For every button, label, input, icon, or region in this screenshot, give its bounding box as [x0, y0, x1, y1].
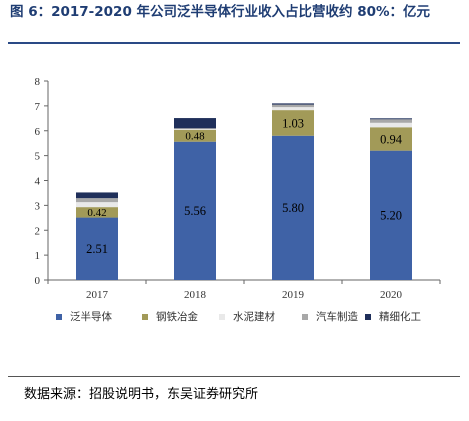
bar-segment [272, 107, 314, 111]
bar-segment [174, 118, 216, 129]
data-label: 0.42 [87, 207, 106, 219]
stacked-bar-chart: 0 1 2 3 4 5 6 7 8 2.51 0.42 2017 5.56 0.48 2018 5.80 1.0… [35, 76, 441, 323]
bar-segment [76, 192, 118, 199]
bar-segment [174, 129, 216, 142]
legend-label: 泛半导体 [70, 310, 112, 323]
bar-segment [370, 150, 412, 280]
data-label: 5.80 [282, 201, 304, 215]
legend-swatch [56, 314, 62, 320]
y-tick-label: 5 [35, 151, 41, 163]
x-tick-label: 2020 [380, 289, 403, 301]
legend-label: 汽车制造 [316, 310, 358, 323]
x-tick-label: 2017 [86, 289, 109, 301]
bar-segment [174, 129, 216, 130]
legend-swatch [365, 314, 371, 320]
y-tick-label: 3 [35, 200, 41, 212]
bar-segment [76, 202, 118, 208]
bar-segment [370, 118, 412, 120]
bar-segment [370, 122, 412, 128]
bar-segment [174, 128, 216, 130]
bar-segment [370, 127, 412, 151]
data-label: 0.48 [185, 131, 205, 143]
bar-segment [272, 104, 314, 108]
legend-swatch [219, 314, 225, 320]
y-tick-label: 6 [35, 126, 41, 138]
data-label: 1.03 [282, 116, 304, 130]
x-tick-label: 2019 [282, 289, 305, 301]
legend-swatch [142, 314, 148, 320]
bar-segment [272, 135, 314, 280]
bar-segment [76, 207, 118, 218]
data-label: 5.56 [184, 204, 206, 218]
bar-segment [272, 103, 314, 105]
y-tick-label: 0 [35, 275, 41, 287]
legend-label: 钢铁冶金 [156, 310, 198, 323]
bar-segment [370, 119, 412, 123]
data-label: 2.51 [86, 242, 108, 256]
chart-title: 图 6：2017-2020 年公司泛半导体行业收入占比营收约 80%：亿元 [10, 4, 431, 20]
x-tick-label: 2018 [184, 289, 207, 301]
y-tick-label: 4 [35, 176, 41, 188]
legend-swatch [302, 314, 308, 320]
title-rule [8, 42, 460, 44]
y-tick-label: 8 [35, 76, 41, 88]
data-label: 0.94 [380, 132, 403, 146]
bar-segment [76, 198, 118, 203]
y-tick-label: 1 [35, 250, 41, 262]
bar-segment [272, 110, 314, 136]
legend-label: 精细化工 [379, 310, 421, 323]
bar-segment [76, 217, 118, 280]
y-tick-label: 7 [35, 101, 41, 113]
source-rule [8, 376, 460, 377]
data-label: 5.20 [380, 209, 402, 223]
bar-segment [174, 141, 216, 280]
source-note: 数据来源：招股说明书，东吴证券研究所 [24, 387, 259, 402]
y-tick-label: 2 [35, 225, 41, 237]
legend-label: 水泥建材 [233, 310, 275, 323]
